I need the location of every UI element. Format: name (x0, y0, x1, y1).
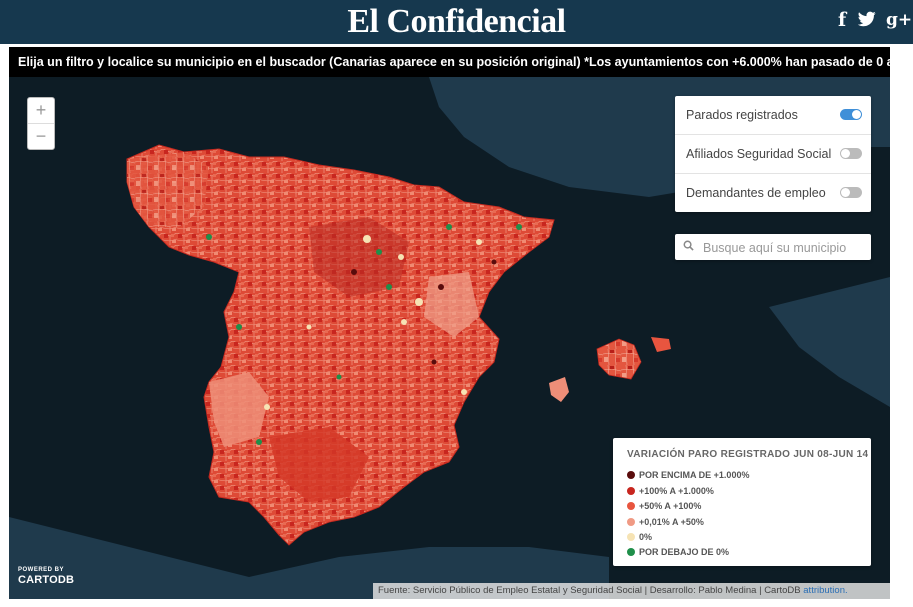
layer-label: Demandantes de empleo (686, 186, 826, 200)
search-icon (683, 240, 694, 254)
cartodb-label: CARTODB (18, 574, 75, 586)
site-logo[interactable]: El Confidencial (347, 3, 566, 40)
zoom-control: + − (27, 97, 55, 150)
legend-swatch (627, 518, 635, 526)
legend-item: 0% (627, 532, 652, 542)
facebook-icon[interactable]: f (838, 9, 847, 31)
legend-label: +50% A +100% (639, 501, 702, 511)
layer-label: Parados registrados (686, 108, 798, 122)
powered-by-label: POWERED BY (18, 567, 65, 573)
credits-text: Fuente: Servicio Público de Empleo Estat… (378, 585, 801, 596)
zoom-in-button[interactable]: + (35, 100, 47, 120)
layer-parados[interactable]: Parados registrados (675, 96, 871, 135)
site-header: El Confidencial f g+ (0, 0, 913, 44)
legend-label: 0% (639, 532, 653, 542)
map-instructions-banner: Elija un filtro y localice su municipio … (9, 47, 890, 77)
layer-selector: Parados registrados Afiliados Seguridad … (675, 96, 871, 212)
municipality-highlights (206, 224, 522, 445)
legend-item: +50% A +100% (627, 501, 701, 511)
attribution-link[interactable]: attribution. (803, 585, 848, 596)
legend-item: POR ENCIMA DE +1.000% (627, 470, 749, 480)
layer-demandantes[interactable]: Demandantes de empleo (675, 174, 871, 212)
map-credits: Fuente: Servicio Público de Empleo Estat… (373, 583, 890, 599)
search-input[interactable] (701, 237, 865, 259)
twitter-icon[interactable] (857, 11, 876, 32)
legend-title: VARIACIÓN PARO REGISTRADO JUN 08-JUN 14 (627, 449, 869, 460)
layer-afiliados[interactable]: Afiliados Seguridad Social (675, 135, 871, 174)
legend-label: POR DEBAJO DE 0% (639, 547, 730, 557)
legend-item: +100% A +1.000% (627, 486, 714, 496)
legend-swatch (627, 533, 635, 541)
layer-toggle-demandantes[interactable] (840, 187, 862, 198)
map-legend: VARIACIÓN PARO REGISTRADO JUN 08-JUN 14 … (613, 438, 871, 566)
layer-toggle-afiliados[interactable] (840, 148, 862, 159)
zoom-out-button[interactable]: − (28, 123, 54, 149)
layer-toggle-parados[interactable] (840, 109, 862, 120)
choropleth-regions (127, 152, 479, 502)
municipality-search (675, 234, 871, 260)
legend-item: +0,01% A +50% (627, 517, 704, 527)
legend-swatch (627, 471, 635, 479)
balearic-islands[interactable] (549, 337, 671, 402)
choropleth-map[interactable] (9, 77, 890, 599)
legend-label: +100% A +1.000% (639, 486, 714, 496)
legend-swatch (627, 487, 635, 495)
layer-label: Afiliados Seguridad Social (686, 147, 832, 161)
legend-item: POR DEBAJO DE 0% (627, 547, 729, 557)
legend-label: +0,01% A +50% (639, 517, 704, 527)
cartodb-logo[interactable]: POWERED BY CARTODB (18, 567, 74, 586)
googleplus-icon[interactable]: g+ (886, 10, 913, 30)
spain-mainland[interactable] (126, 144, 555, 546)
legend-swatch (627, 502, 635, 510)
legend-label: POR ENCIMA DE +1.000% (639, 470, 750, 480)
legend-swatch (627, 548, 635, 556)
map-container[interactable]: Elija un filtro y localice su municipio … (9, 47, 890, 599)
